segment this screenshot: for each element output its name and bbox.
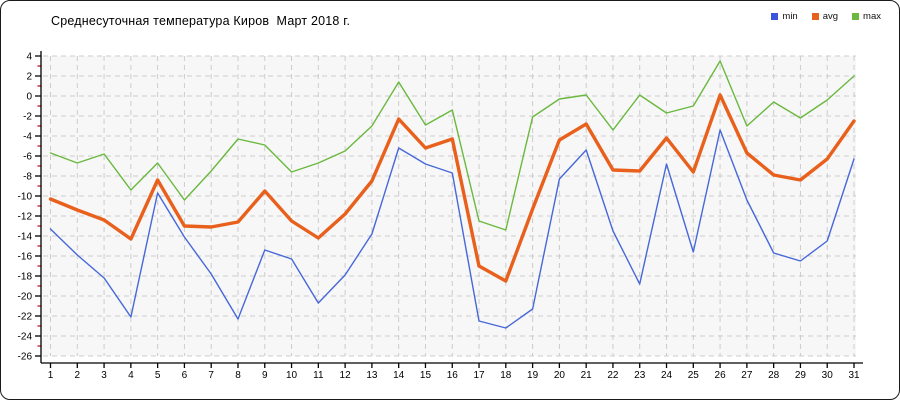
x-axis-label: 18 [500,370,512,381]
y-axis-label: 0 [26,92,32,103]
y-axis-label: -16 [18,252,33,263]
x-axis-label: 14 [393,370,405,381]
legend-label-min: min [782,11,798,22]
y-axis-label: -20 [18,292,33,303]
x-axis-label: 12 [340,370,352,381]
y-axis-label: -8 [23,172,32,183]
avg-series-swatch [811,13,819,20]
legend-item-max[interactable]: max [852,11,881,22]
x-axis-label: 9 [262,370,268,381]
x-axis-label: 3 [101,370,107,381]
x-axis-label: 8 [235,370,241,381]
y-axis-label: -26 [18,352,33,363]
x-axis-label: 28 [768,370,780,381]
x-axis-label: 16 [447,370,459,381]
legend: min avg max [771,11,881,22]
legend-item-avg[interactable]: avg [811,11,839,22]
x-axis-label: 5 [155,370,161,381]
min-series-line [49,129,855,329]
y-axis-label: -10 [18,192,33,203]
x-axis-label: 30 [822,370,834,381]
x-axis-label: 22 [607,370,619,381]
y-axis-label: 2 [26,72,32,83]
x-axis-label: 17 [473,370,485,381]
avg-series-line [48,93,856,283]
x-axis-label: 4 [128,370,134,381]
x-axis-label: 25 [688,370,700,381]
y-axis-label: -18 [18,272,33,283]
y-axis-label: 4 [26,52,32,63]
x-axis-label: 31 [848,370,860,381]
min-series-swatch [771,13,779,20]
x-axis-label: 7 [208,370,214,381]
x-axis-label: 26 [715,370,727,381]
plot-background [41,56,856,356]
x-axis-label: 11 [313,370,324,381]
legend-label-avg: avg [822,11,839,22]
x-axis-label: 15 [420,370,432,381]
legend-item-min[interactable]: min [771,11,798,22]
y-axis-label: -14 [18,232,33,243]
x-axis-label: 19 [527,370,539,381]
axes [35,51,863,368]
y-axis-label: -2 [23,112,32,123]
y-axis-label: -4 [23,132,32,143]
max-series-swatch [852,13,860,20]
y-axis-label: -22 [18,312,33,323]
x-axis-label: 1 [48,370,54,381]
legend-label-max: max [863,11,881,22]
x-axis-label: 2 [75,370,81,381]
x-axis-label: 20 [554,370,566,381]
x-axis-label: 10 [286,370,298,381]
max-series-line [49,60,855,231]
x-axis-label: 6 [182,370,188,381]
y-axis-label: -6 [23,152,32,163]
x-axis-label: 23 [634,370,646,381]
x-axis-label: 29 [795,370,807,381]
chart-title: Среднесуточная температура Киров Март 20… [51,14,351,28]
x-axis-label: 13 [366,370,378,381]
y-axis-label: -24 [18,332,33,343]
x-axis-label: 21 [581,370,593,381]
x-axis-label: 24 [661,370,673,381]
y-axis-label: -12 [18,212,33,223]
x-axis-label: 27 [741,370,753,381]
